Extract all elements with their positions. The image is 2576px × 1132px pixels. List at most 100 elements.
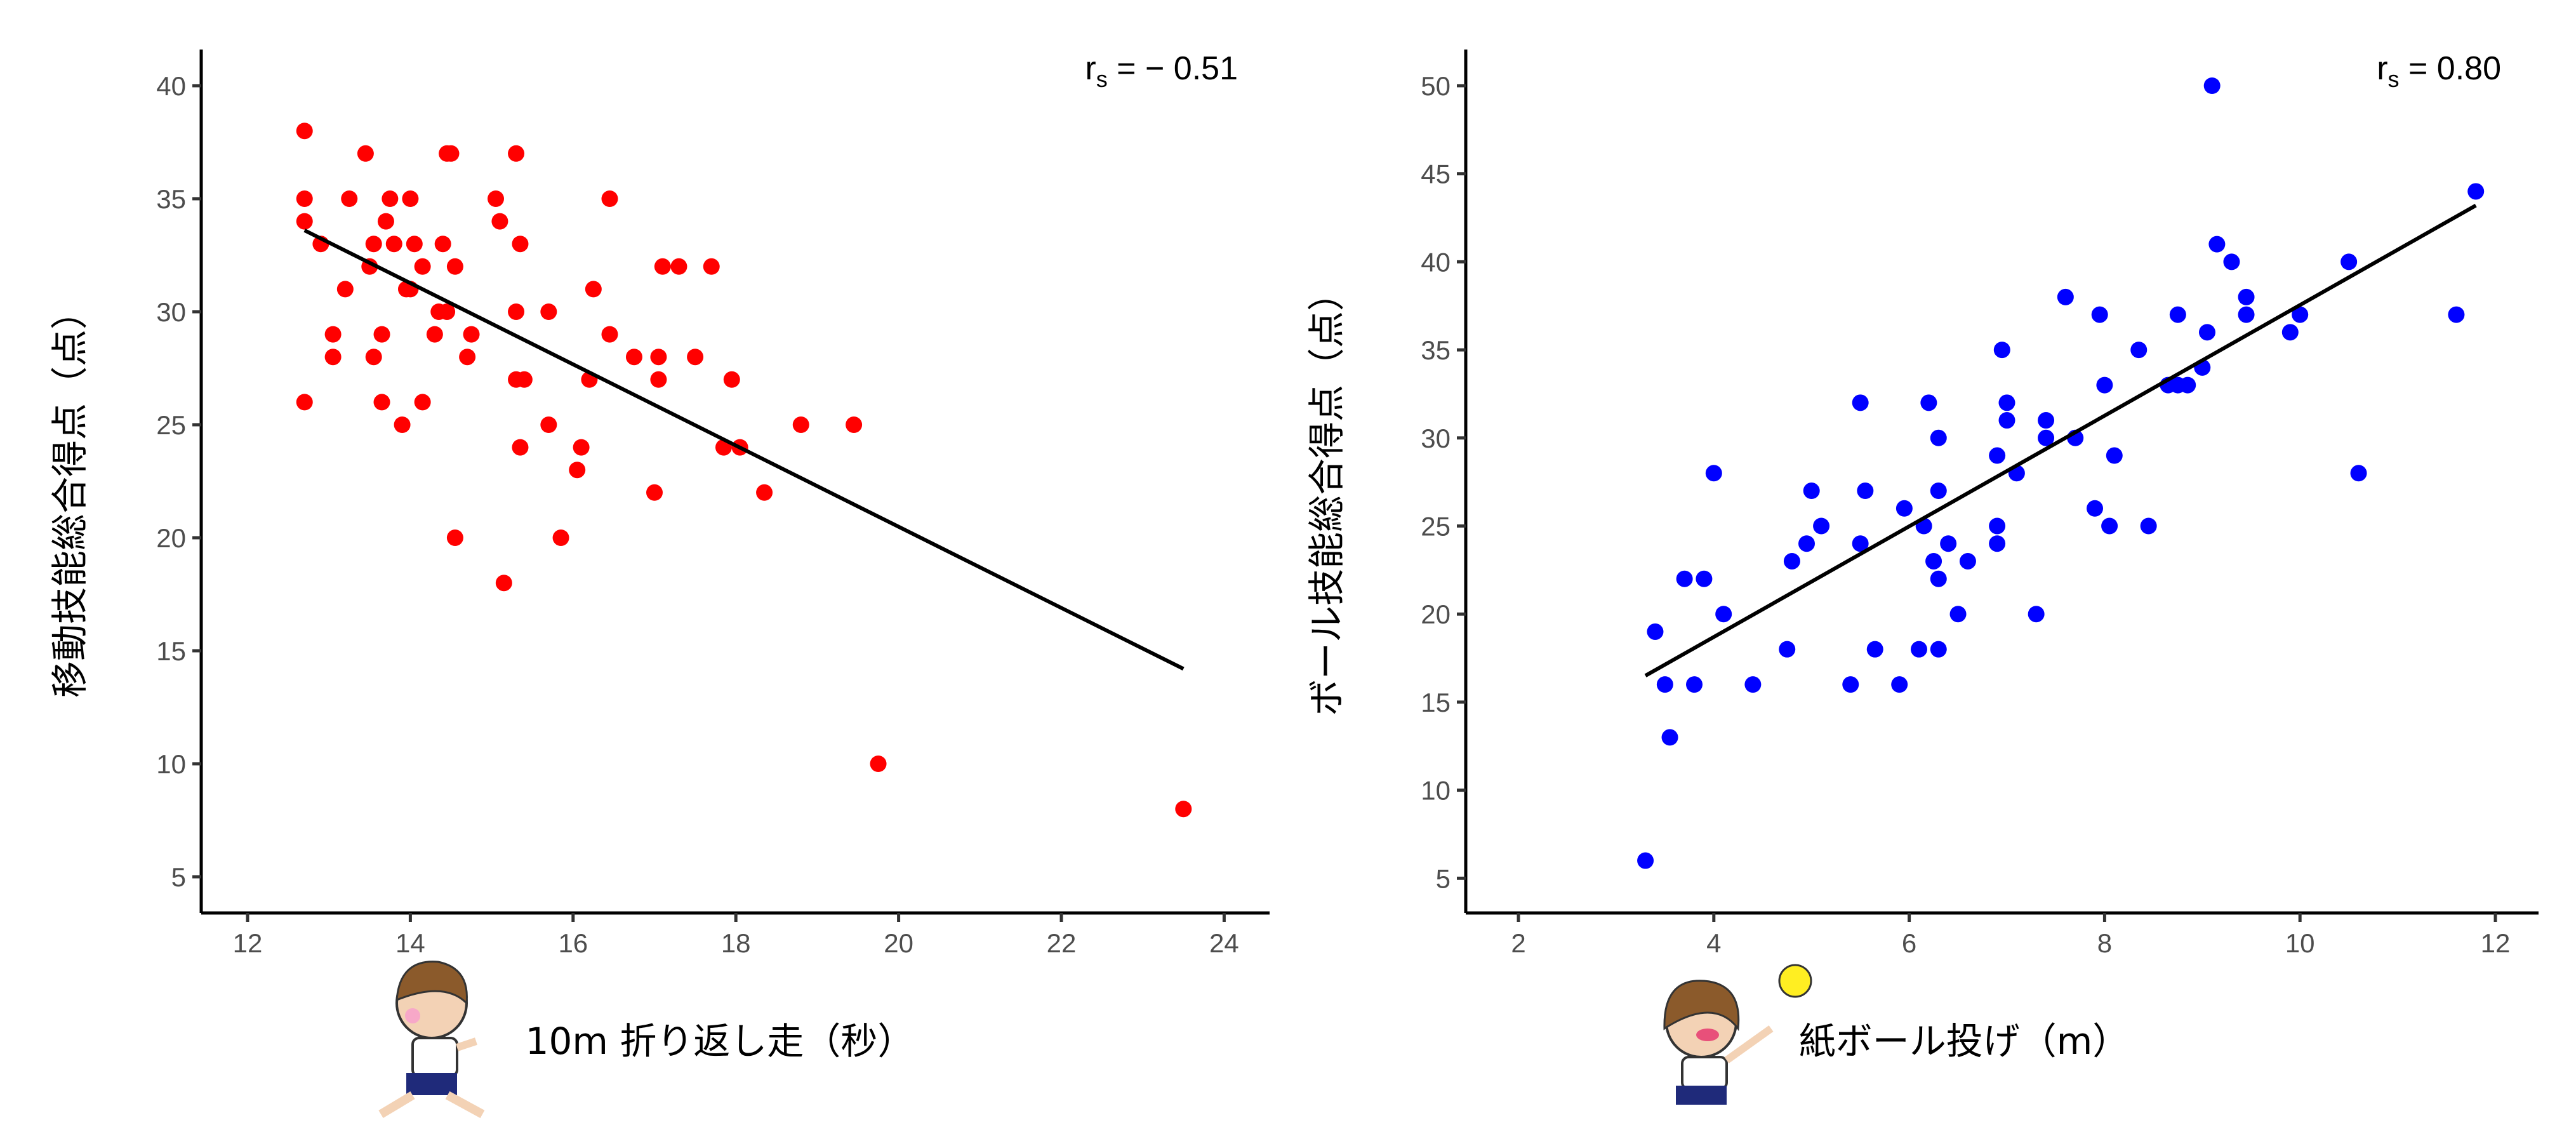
- data-point: [1705, 465, 1722, 482]
- y-axis-title: 移動技能総合得点（点）: [48, 293, 91, 698]
- data-point: [459, 349, 476, 366]
- data-point: [1857, 483, 1874, 500]
- x-tick-label: 24: [1209, 928, 1239, 958]
- data-point: [1895, 500, 1913, 517]
- data-point: [2203, 77, 2221, 94]
- data-point: [382, 190, 399, 207]
- regression-line: [1644, 204, 2477, 677]
- data-point: [2130, 342, 2148, 359]
- x-tick-label: 8: [2097, 928, 2112, 958]
- y-tick-label: 20: [156, 523, 186, 553]
- data-point: [1959, 552, 1976, 569]
- data-point: [2057, 288, 2074, 305]
- throwing-child-illustration: [1663, 964, 1812, 1105]
- data-point: [1993, 342, 2010, 359]
- data-point: [1744, 676, 1762, 693]
- x-tick-label: 2: [1511, 928, 1525, 958]
- x-tick-label: 6: [1902, 928, 1916, 958]
- chart-running: 10m 折り返し走（秒） 移動技能総合得点（点） rs = − 0.51 12 1…: [48, 50, 1270, 1119]
- data-point: [373, 326, 390, 343]
- x-tick-label: 16: [558, 928, 588, 958]
- data-point: [2096, 376, 2113, 394]
- correlation-annotation: rs = 0.80: [2377, 50, 2501, 92]
- data-point: [2091, 306, 2108, 323]
- data-point: [1930, 641, 1947, 658]
- data-point: [296, 213, 313, 230]
- x-axis-title: 紙ボール投げ（m）: [1799, 1020, 2130, 1063]
- data-point: [2101, 517, 2118, 535]
- data-point: [1783, 552, 1800, 569]
- data-point: [1842, 676, 1859, 693]
- data-point: [1676, 570, 1693, 587]
- data-point: [439, 303, 456, 320]
- y-tick-label: 40: [156, 71, 186, 101]
- data-point: [703, 258, 720, 275]
- data-point: [625, 349, 642, 366]
- x-tick-label: 4: [1706, 928, 1721, 958]
- data-point: [406, 236, 423, 253]
- data-point: [1989, 535, 2006, 552]
- data-point: [2087, 500, 2104, 517]
- y-tick-label: 30: [156, 297, 186, 327]
- data-point: [1910, 641, 1927, 658]
- data-point: [324, 326, 342, 343]
- data-point: [512, 439, 529, 456]
- data-point: [1715, 606, 1732, 623]
- data-point: [585, 281, 602, 298]
- x-tick-label: 12: [2481, 928, 2511, 958]
- data-point: [515, 371, 533, 388]
- data-point: [1813, 517, 1830, 535]
- data-point: [414, 258, 431, 275]
- data-point: [508, 303, 525, 320]
- y-tick-label: 10: [156, 749, 186, 779]
- data-point: [540, 303, 557, 320]
- data-point: [1930, 483, 1947, 500]
- data-point: [1661, 729, 1678, 746]
- data-point: [1925, 552, 1942, 569]
- data-point: [1989, 447, 2006, 464]
- y-tick-label: 35: [156, 184, 186, 214]
- data-point: [446, 258, 463, 275]
- y-tick-label: 30: [1421, 423, 1451, 453]
- data-point: [756, 484, 773, 501]
- data-point: [650, 349, 667, 366]
- data-point: [1852, 535, 1869, 552]
- data-point: [1696, 570, 1713, 587]
- data-point: [2198, 324, 2215, 341]
- data-point: [1930, 570, 1947, 587]
- data-point: [414, 394, 431, 411]
- data-point: [2238, 306, 2255, 323]
- data-point: [650, 371, 667, 388]
- data-point: [540, 416, 557, 433]
- data-point: [1647, 623, 1664, 640]
- data-point: [446, 529, 463, 546]
- data-point: [357, 145, 374, 162]
- data-point: [1866, 641, 1883, 658]
- y-tick-label: 10: [1421, 776, 1451, 806]
- data-point: [2448, 306, 2465, 323]
- data-point: [336, 281, 354, 298]
- data-point: [870, 756, 887, 772]
- y-tick-label: 20: [1421, 599, 1451, 629]
- correlation-annotation: rs = − 0.51: [1085, 50, 1238, 92]
- data-point: [552, 529, 569, 546]
- data-point: [1686, 676, 1703, 693]
- data-point: [491, 213, 508, 230]
- data-point: [385, 236, 402, 253]
- y-tick-label: 15: [1421, 688, 1451, 717]
- data-point: [2106, 447, 2123, 464]
- y-tick-label: 5: [1436, 863, 1451, 893]
- x-tick-label: 10: [2285, 928, 2315, 958]
- data-point: [2208, 236, 2226, 253]
- data-point: [2223, 253, 2240, 270]
- data-point: [2340, 253, 2358, 270]
- x-tick-label: 22: [1047, 928, 1077, 958]
- data-point: [434, 236, 451, 253]
- data-point: [402, 190, 419, 207]
- data-point: [1920, 394, 1937, 411]
- data-point: [373, 394, 390, 411]
- data-point: [2169, 306, 2186, 323]
- data-point: [512, 236, 529, 253]
- data-point: [2238, 288, 2255, 305]
- data-point: [1949, 606, 1967, 623]
